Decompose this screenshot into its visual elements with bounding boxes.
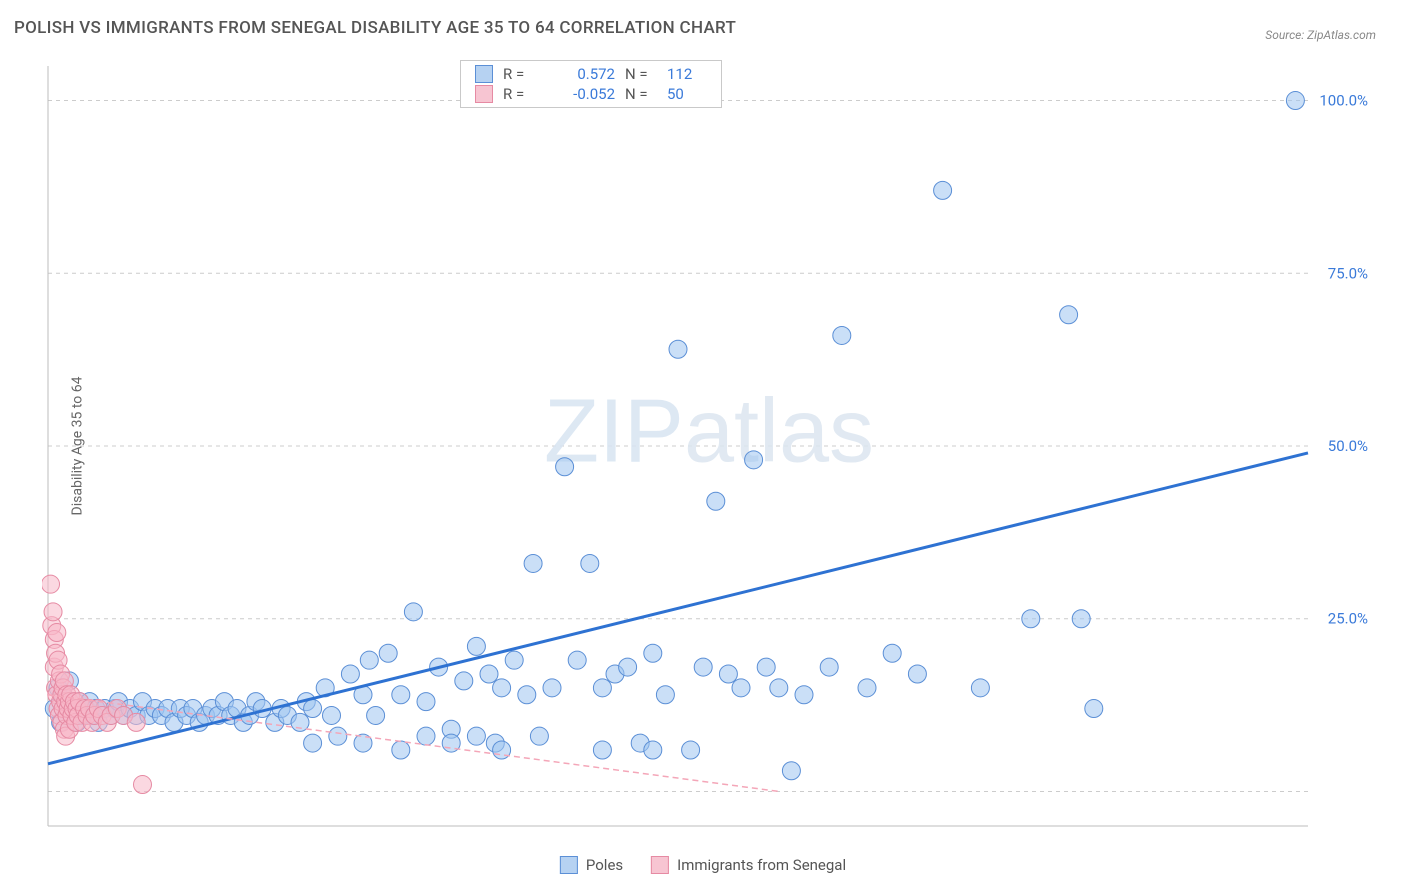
data-point bbox=[455, 672, 473, 690]
correlation-chart: POLISH VS IMMIGRANTS FROM SENEGAL DISABI… bbox=[0, 0, 1406, 892]
data-point bbox=[581, 554, 599, 572]
data-point bbox=[518, 686, 536, 704]
data-point bbox=[367, 706, 385, 724]
legend-label: Poles bbox=[586, 856, 623, 874]
n-label: N = bbox=[625, 65, 657, 83]
data-point bbox=[360, 651, 378, 669]
data-point bbox=[934, 181, 952, 199]
y-tick-label: 25.0% bbox=[1328, 610, 1368, 628]
data-point bbox=[719, 665, 737, 683]
legend-swatch bbox=[475, 85, 493, 103]
data-point bbox=[42, 575, 60, 593]
stats-legend-row: R = -0.052 N = 50 bbox=[461, 84, 721, 104]
y-tick-label: 100.0% bbox=[1319, 92, 1368, 110]
data-point bbox=[883, 644, 901, 662]
data-point bbox=[682, 741, 700, 759]
r-value: 0.572 bbox=[545, 65, 615, 83]
r-value: -0.052 bbox=[545, 85, 615, 103]
data-point bbox=[795, 686, 813, 704]
data-point bbox=[619, 658, 637, 676]
data-point bbox=[669, 340, 687, 358]
data-point bbox=[524, 554, 542, 572]
trend-line bbox=[48, 453, 1308, 764]
r-label: R = bbox=[503, 65, 535, 83]
data-point bbox=[127, 713, 145, 731]
legend-item: Poles bbox=[560, 856, 623, 874]
data-point bbox=[379, 644, 397, 662]
watermark: ZIPatlas bbox=[544, 382, 874, 482]
stats-legend-row: R = 0.572 N = 112 bbox=[461, 64, 721, 84]
legend-swatch bbox=[560, 856, 578, 874]
data-point bbox=[417, 727, 435, 745]
data-point bbox=[404, 603, 422, 621]
data-point bbox=[770, 679, 788, 697]
data-point bbox=[1085, 700, 1103, 718]
data-point bbox=[304, 700, 322, 718]
data-point bbox=[48, 624, 66, 642]
trend-line bbox=[48, 695, 779, 792]
data-point bbox=[820, 658, 838, 676]
data-point bbox=[467, 637, 485, 655]
data-point bbox=[530, 727, 548, 745]
r-label: R = bbox=[503, 85, 535, 103]
data-point bbox=[467, 727, 485, 745]
n-label: N = bbox=[625, 85, 657, 103]
data-point bbox=[833, 326, 851, 344]
source-attribution: Source: ZipAtlas.com bbox=[1265, 28, 1376, 42]
data-point bbox=[480, 665, 498, 683]
data-point bbox=[745, 451, 763, 469]
data-point bbox=[417, 693, 435, 711]
data-point bbox=[694, 658, 712, 676]
y-tick-label: 75.0% bbox=[1328, 264, 1368, 282]
data-point bbox=[392, 686, 410, 704]
data-point bbox=[858, 679, 876, 697]
legend-swatch bbox=[475, 65, 493, 83]
data-point bbox=[782, 762, 800, 780]
data-point bbox=[1060, 306, 1078, 324]
data-point bbox=[543, 679, 561, 697]
legend-swatch bbox=[651, 856, 669, 874]
legend-item: Immigrants from Senegal bbox=[651, 856, 846, 874]
data-point bbox=[568, 651, 586, 669]
data-point bbox=[329, 727, 347, 745]
data-point bbox=[757, 658, 775, 676]
legend-label: Immigrants from Senegal bbox=[677, 856, 846, 874]
data-point bbox=[1072, 610, 1090, 628]
series-legend: Poles Immigrants from Senegal bbox=[560, 856, 846, 874]
data-point bbox=[505, 651, 523, 669]
data-point bbox=[304, 734, 322, 752]
y-tick-label: 50.0% bbox=[1328, 437, 1368, 455]
data-point bbox=[392, 741, 410, 759]
stats-legend: R = 0.572 N = 112 R = -0.052 N = 50 bbox=[460, 60, 722, 108]
data-point bbox=[1022, 610, 1040, 628]
data-point bbox=[323, 706, 341, 724]
n-value: 112 bbox=[667, 65, 707, 83]
data-point bbox=[644, 644, 662, 662]
data-point bbox=[971, 679, 989, 697]
n-value: 50 bbox=[667, 85, 707, 103]
data-point bbox=[593, 741, 611, 759]
data-point bbox=[593, 679, 611, 697]
data-point bbox=[493, 679, 511, 697]
data-point bbox=[644, 741, 662, 759]
scatter-plot: ZIPatlas25.0%50.0%75.0%100.0%0.0%100.0% bbox=[42, 58, 1376, 834]
data-point bbox=[134, 776, 152, 794]
data-point bbox=[707, 492, 725, 510]
data-point bbox=[556, 458, 574, 476]
chart-title: POLISH VS IMMIGRANTS FROM SENEGAL DISABI… bbox=[14, 18, 736, 38]
data-point bbox=[1286, 92, 1304, 110]
data-point bbox=[908, 665, 926, 683]
data-point bbox=[341, 665, 359, 683]
data-point bbox=[732, 679, 750, 697]
data-point bbox=[44, 603, 62, 621]
data-point bbox=[656, 686, 674, 704]
